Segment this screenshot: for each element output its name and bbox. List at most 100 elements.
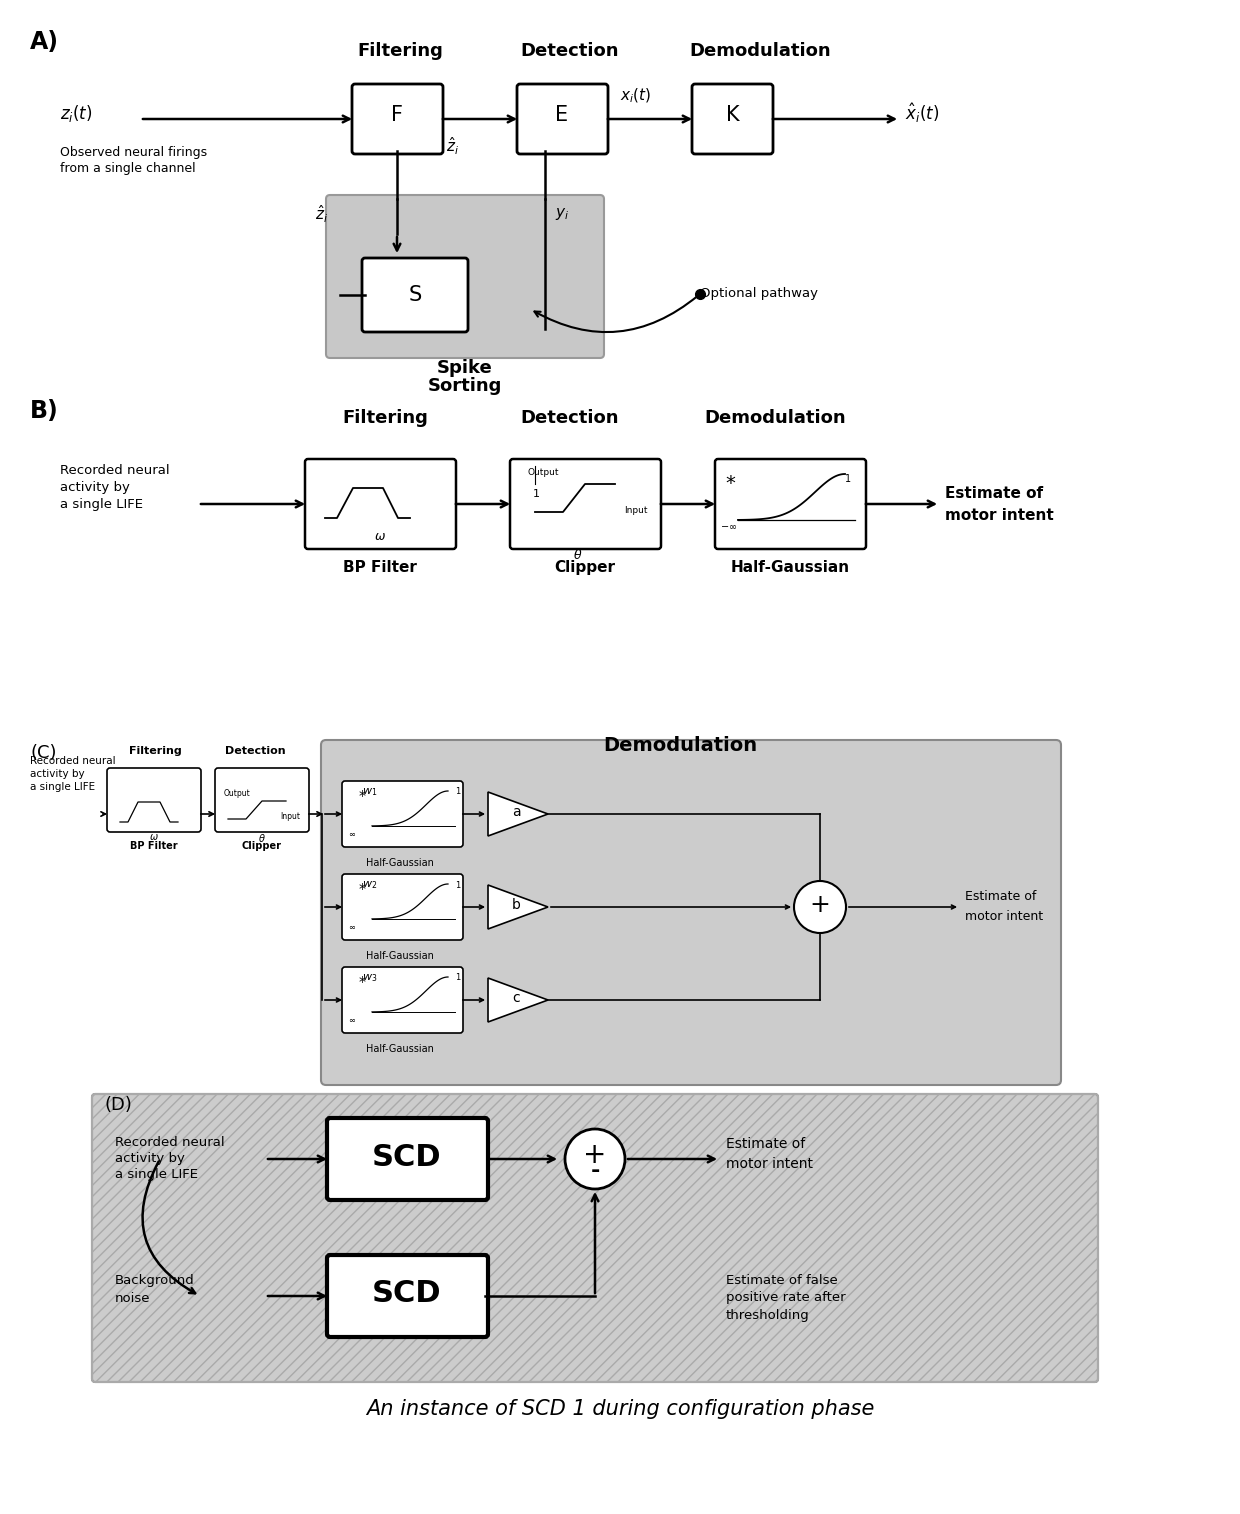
FancyBboxPatch shape	[510, 459, 661, 550]
Text: $\infty$: $\infty$	[348, 1016, 356, 1025]
Text: activity by: activity by	[115, 1152, 185, 1164]
Text: $\omega$: $\omega$	[374, 530, 386, 544]
Text: $w_3$: $w_3$	[362, 972, 377, 984]
Text: Clipper: Clipper	[242, 840, 281, 851]
Text: $\infty$: $\infty$	[348, 830, 356, 839]
Text: $\infty$: $\infty$	[348, 922, 356, 931]
Polygon shape	[489, 792, 548, 836]
FancyBboxPatch shape	[362, 257, 467, 332]
Text: b: b	[512, 898, 521, 911]
Text: (D): (D)	[105, 1096, 133, 1114]
Text: Input: Input	[280, 812, 300, 821]
Text: $\hat{z}_i$: $\hat{z}_i$	[315, 203, 329, 224]
Text: SCD: SCD	[372, 1143, 441, 1172]
Text: positive rate after: positive rate after	[725, 1291, 846, 1305]
FancyBboxPatch shape	[107, 768, 201, 833]
Text: Output: Output	[527, 468, 558, 477]
Text: BP Filter: BP Filter	[130, 840, 177, 851]
FancyBboxPatch shape	[327, 1117, 489, 1201]
Text: Sorting: Sorting	[428, 377, 502, 395]
Text: Estimate of: Estimate of	[965, 890, 1037, 904]
Text: Background: Background	[115, 1273, 195, 1287]
Text: $\omega$: $\omega$	[149, 833, 159, 842]
FancyBboxPatch shape	[517, 83, 608, 154]
Text: thresholding: thresholding	[725, 1308, 810, 1322]
Text: 1: 1	[455, 881, 460, 890]
FancyBboxPatch shape	[692, 83, 773, 154]
Text: Half-Gaussian: Half-Gaussian	[366, 1045, 434, 1054]
FancyBboxPatch shape	[352, 83, 443, 154]
Text: Demodulation: Demodulation	[704, 409, 846, 427]
Text: a single LIFE: a single LIFE	[115, 1167, 198, 1181]
Text: Clipper: Clipper	[554, 560, 615, 575]
Text: *: *	[358, 883, 366, 896]
Text: Half-Gaussian: Half-Gaussian	[366, 858, 434, 868]
Text: c: c	[512, 992, 520, 1005]
Text: +: +	[810, 893, 831, 917]
Text: Detection: Detection	[521, 42, 619, 61]
Text: $\theta$: $\theta$	[258, 833, 265, 843]
Text: Recorded neural: Recorded neural	[60, 463, 170, 477]
Text: Optional pathway: Optional pathway	[701, 288, 818, 300]
Text: Observed neural firings: Observed neural firings	[60, 145, 207, 159]
Polygon shape	[489, 886, 548, 930]
Text: (C): (C)	[30, 743, 57, 762]
Text: BP Filter: BP Filter	[343, 560, 417, 575]
Text: motor intent: motor intent	[945, 509, 1054, 524]
Text: $x_i(t)$: $x_i(t)$	[620, 86, 651, 104]
Text: $w_2$: $w_2$	[362, 880, 377, 890]
Text: $\theta$: $\theta$	[573, 548, 583, 562]
Text: Detection: Detection	[224, 746, 285, 755]
Text: a single LIFE: a single LIFE	[30, 783, 95, 792]
Polygon shape	[489, 978, 548, 1022]
Text: from a single channel: from a single channel	[60, 162, 196, 176]
Text: Filtering: Filtering	[357, 42, 443, 61]
FancyBboxPatch shape	[215, 768, 309, 833]
Text: Half-Gaussian: Half-Gaussian	[366, 951, 434, 961]
Text: F: F	[391, 104, 403, 126]
FancyBboxPatch shape	[92, 1095, 1097, 1382]
Text: Demodulation: Demodulation	[689, 42, 831, 61]
Text: motor intent: motor intent	[965, 910, 1043, 924]
Text: 1: 1	[455, 787, 460, 796]
Text: Detection: Detection	[521, 409, 619, 427]
Text: Half-Gaussian: Half-Gaussian	[730, 560, 849, 575]
Text: Recorded neural: Recorded neural	[30, 755, 115, 766]
Text: Output: Output	[224, 789, 250, 798]
Text: 1: 1	[844, 474, 851, 484]
FancyBboxPatch shape	[321, 740, 1061, 1086]
Text: $z_i(t)$: $z_i(t)$	[60, 103, 93, 124]
Text: Demodulation: Demodulation	[603, 736, 758, 755]
Text: B): B)	[30, 400, 58, 422]
Text: $\hat{z}_i$: $\hat{z}_i$	[446, 135, 460, 156]
Text: E: E	[556, 104, 569, 126]
FancyBboxPatch shape	[326, 195, 604, 357]
Text: activity by: activity by	[30, 769, 84, 780]
Text: A): A)	[30, 30, 60, 55]
Text: activity by: activity by	[60, 481, 130, 494]
Text: Filtering: Filtering	[129, 746, 181, 755]
Text: a: a	[512, 805, 521, 819]
Text: An instance of SCD 1 during configuration phase: An instance of SCD 1 during configuratio…	[366, 1399, 874, 1419]
Text: 1: 1	[455, 974, 460, 983]
Text: Spike: Spike	[438, 359, 492, 377]
Text: $y_i$: $y_i$	[556, 206, 569, 223]
Text: Recorded neural: Recorded neural	[115, 1136, 224, 1149]
Text: +: +	[583, 1142, 606, 1169]
Text: Estimate of false: Estimate of false	[725, 1275, 838, 1287]
Text: K: K	[727, 104, 740, 126]
Text: $\hat{x}_i(t)$: $\hat{x}_i(t)$	[905, 101, 939, 124]
Text: Estimate of: Estimate of	[945, 486, 1043, 501]
Text: $-\infty$: $-\infty$	[720, 521, 737, 531]
Text: 1: 1	[533, 489, 539, 500]
Text: SCD: SCD	[372, 1279, 441, 1308]
FancyBboxPatch shape	[305, 459, 456, 550]
Text: S: S	[408, 285, 422, 304]
Text: *: *	[358, 789, 366, 802]
FancyBboxPatch shape	[342, 874, 463, 940]
Text: Input: Input	[625, 506, 649, 515]
FancyBboxPatch shape	[327, 1255, 489, 1337]
Text: Filtering: Filtering	[342, 409, 428, 427]
FancyBboxPatch shape	[342, 781, 463, 846]
Circle shape	[794, 881, 846, 933]
